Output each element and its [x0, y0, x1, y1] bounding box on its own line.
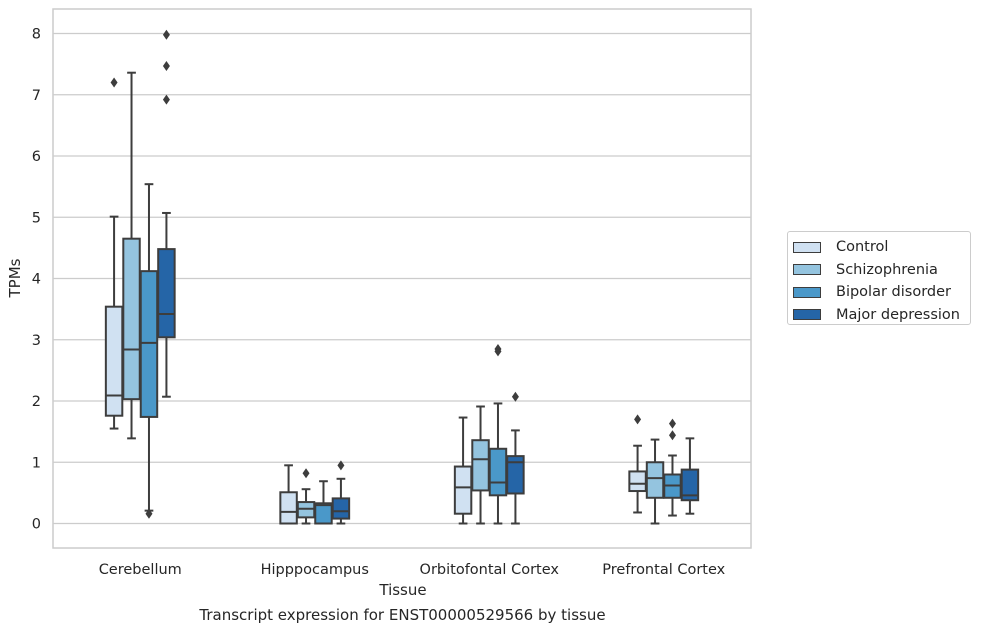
x-tick-label: Orbitofontal Cortex: [420, 562, 560, 578]
legend-item: Schizophrenia: [793, 259, 970, 282]
x-tick-labels: Cerebellum Hipppocampus Orbitofontal Corte…: [99, 562, 726, 578]
box-iqr: [157, 248, 176, 339]
x-tick-label: Hipppocampus: [261, 562, 369, 578]
y-tick-label: 6: [32, 149, 41, 165]
outlier-point: [162, 29, 170, 40]
figure-caption: Transcript expression for ENST0000052956…: [199, 606, 606, 624]
legend-swatch: [793, 264, 821, 276]
box-1-2: [314, 480, 333, 525]
box-iqr: [331, 497, 351, 520]
plot-area-frame: [52, 8, 752, 549]
outlier-point: [668, 430, 676, 441]
box-2-0: [453, 416, 473, 525]
box-iqr: [104, 305, 124, 417]
box-3-3: [680, 437, 700, 515]
y-tick-label: 2: [32, 394, 41, 410]
box-2-1: [471, 405, 490, 525]
outlier-point: [110, 77, 118, 88]
box-iqr: [680, 468, 700, 502]
box-iqr: [122, 237, 141, 401]
outlier-point: [162, 94, 170, 105]
box-iqr: [453, 465, 473, 515]
legend-swatch: [793, 286, 821, 298]
box-1-1: [296, 468, 316, 525]
box-0-3: [157, 29, 176, 398]
box-0-2: [139, 183, 159, 519]
y-tick-labels: 0 1 2 3 4 5 6 7 8: [32, 27, 41, 533]
y-tick-label: 4: [32, 272, 41, 288]
box-iqr: [506, 455, 525, 495]
box-1-3: [331, 460, 351, 525]
x-tick-label: Prefrontal Cortex: [602, 562, 725, 578]
box-iqr: [314, 502, 333, 525]
y-tick-label: 1: [32, 455, 41, 471]
box-0-0: [104, 77, 124, 430]
x-tick-label: Cerebellum: [99, 562, 182, 578]
y-tick-label: 3: [32, 333, 41, 349]
box-iqr: [628, 470, 647, 493]
legend-label: Schizophrenia: [836, 261, 938, 278]
box-0-1: [122, 71, 141, 440]
box-3-2: [663, 418, 682, 517]
x-axis-label: Tissue: [378, 581, 426, 599]
outlier-point: [145, 508, 153, 519]
box-2-2: [488, 343, 508, 525]
outlier-point: [668, 418, 676, 429]
legend-swatch: [793, 309, 821, 321]
outlier-point: [162, 60, 170, 71]
y-tick-label: 7: [32, 88, 41, 104]
box-iqr: [645, 461, 665, 499]
legend-label: Major depression: [836, 306, 960, 323]
outlier-point: [634, 414, 642, 425]
legend-swatch: [793, 241, 821, 253]
y-tick-label: 8: [32, 27, 41, 43]
y-tick-label: 0: [32, 517, 41, 533]
legend: Control Schizophrenia Bipolar disorder Majo…: [787, 231, 971, 325]
box-3-0: [628, 414, 647, 514]
outlier-point: [494, 343, 502, 354]
legend-label: Control: [836, 239, 889, 256]
box-1-0: [279, 464, 298, 525]
legend-item: Bipolar disorder: [793, 281, 970, 304]
box-iqr: [139, 270, 159, 418]
box-3-1: [645, 438, 665, 525]
box-iqr: [488, 447, 508, 497]
y-tick-label: 5: [32, 210, 41, 226]
box-iqr: [279, 491, 298, 525]
outlier-point: [302, 468, 310, 479]
outlier-point: [337, 460, 345, 471]
outlier-point: [511, 391, 519, 402]
box-iqr: [471, 439, 490, 492]
y-axis-label: TPMs: [6, 258, 24, 298]
legend-item: Major depression: [793, 304, 970, 327]
legend-item: Control: [793, 236, 970, 259]
boxes: [104, 29, 700, 525]
legend-label: Bipolar disorder: [836, 284, 951, 301]
box-2-3: [506, 391, 525, 525]
